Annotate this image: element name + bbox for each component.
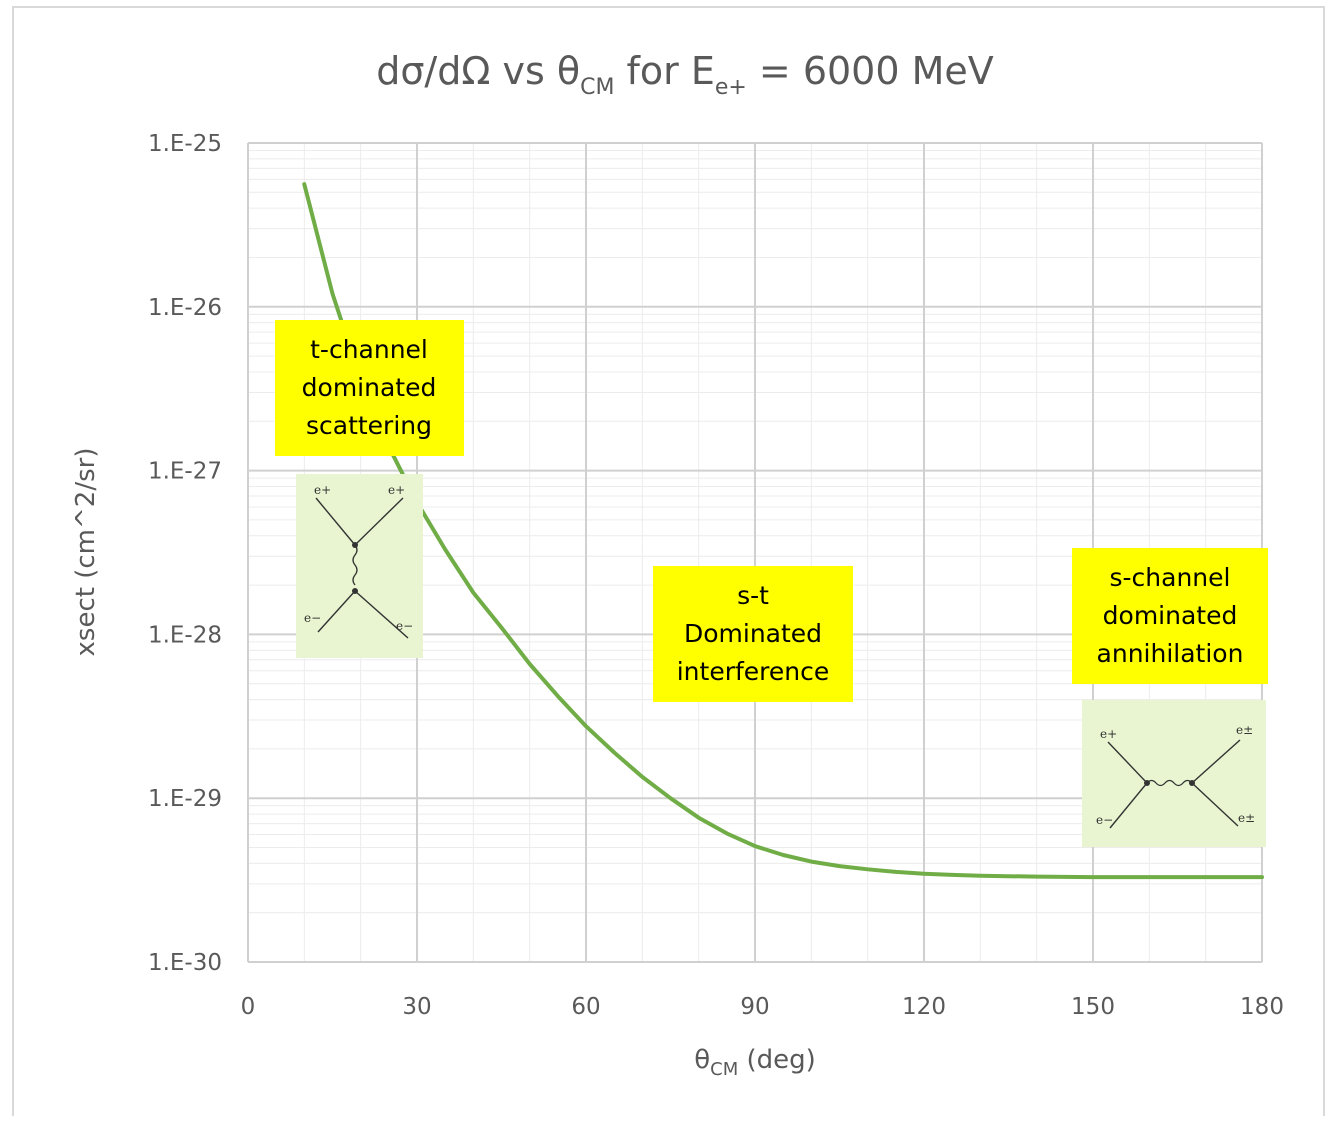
chart-title: dσ/dΩ vs θCM for Ee+ = 6000 MeV	[376, 49, 994, 100]
svg-text:Dominated: Dominated	[684, 619, 822, 648]
svg-text:e+: e+	[1100, 727, 1117, 741]
x-tick-labels: 0 30 60 90 120 150 180	[241, 994, 1284, 1020]
svg-text:scattering: scattering	[306, 411, 432, 440]
x-axis-label: θCM (deg)	[694, 1045, 816, 1080]
annotation-t-channel: t-channel dominated scattering	[275, 320, 464, 456]
svg-text:e±: e±	[1238, 811, 1255, 825]
y-tick-label: 1.E-26	[148, 295, 222, 321]
svg-text:dominated: dominated	[1103, 601, 1238, 630]
x-tick-label: 90	[740, 994, 769, 1020]
y-tick-label: 1.E-25	[148, 131, 222, 157]
x-tick-label: 180	[1240, 994, 1284, 1020]
svg-text:interference: interference	[677, 657, 830, 686]
y-axis-label: xsect (cm^2/sr)	[71, 448, 101, 657]
x-tick-label: 60	[571, 994, 600, 1020]
y-tick-labels: 1.E-25 1.E-26 1.E-27 1.E-28 1.E-29 1.E-30	[148, 131, 222, 976]
annotation-s-channel: s-channel dominated annihilation	[1072, 548, 1268, 684]
svg-text:s-t: s-t	[737, 581, 769, 610]
svg-text:t-channel: t-channel	[310, 335, 428, 364]
y-tick-label: 1.E-27	[148, 459, 222, 485]
y-tick-label: 1.E-29	[148, 786, 222, 812]
svg-text:e−: e−	[304, 611, 321, 625]
feynman-diagram-s-channel: e+ e± e− e±	[1082, 700, 1266, 847]
y-tick-label: 1.E-30	[148, 950, 222, 976]
series-line	[302, 182, 1264, 880]
x-tick-label: 150	[1071, 994, 1115, 1020]
svg-text:e−: e−	[1096, 813, 1113, 827]
svg-text:e−: e−	[396, 619, 413, 633]
feynman-diagram-t-channel: e+ e+ e− e−	[296, 474, 423, 658]
svg-text:e±: e±	[1236, 723, 1253, 737]
annotation-s-t-interference: s-t Dominated interference	[653, 566, 853, 702]
x-tick-label: 30	[402, 994, 431, 1020]
svg-text:s-channel: s-channel	[1110, 563, 1231, 592]
y-tick-label: 1.E-28	[148, 622, 222, 648]
x-tick-label: 0	[241, 994, 256, 1020]
x-tick-label: 120	[902, 994, 946, 1020]
svg-text:e+: e+	[388, 483, 405, 497]
svg-text:dominated: dominated	[302, 373, 437, 402]
svg-text:annihilation: annihilation	[1097, 639, 1244, 668]
svg-text:e+: e+	[314, 483, 331, 497]
